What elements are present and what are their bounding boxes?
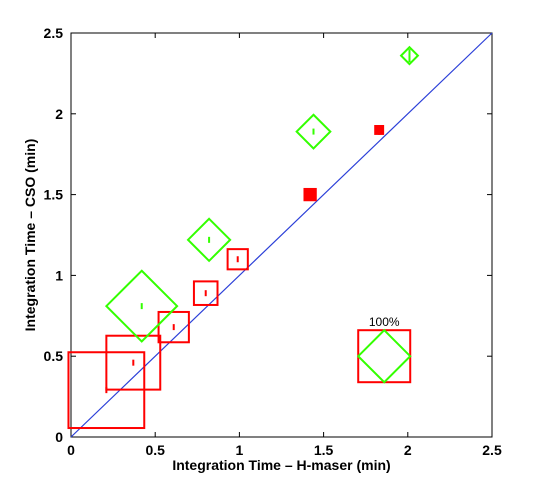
diamond-marker — [399, 45, 420, 66]
diamond-marker — [295, 113, 332, 150]
y-tick-label: 0.5 — [44, 348, 64, 364]
diamond-marker-shape — [104, 269, 179, 343]
x-tick-label: 1.5 — [314, 442, 334, 458]
y-axis-label: Integration Time – CSO (min) — [22, 139, 38, 332]
diamond-marker-shape — [295, 113, 332, 150]
square-marker — [226, 248, 249, 271]
square-marker — [192, 280, 219, 306]
x-tick-label: 2 — [404, 442, 412, 458]
data-marks — [67, 45, 420, 430]
square-marker-shape — [192, 280, 219, 306]
diamond-marker — [104, 269, 179, 343]
square-marker — [374, 125, 385, 135]
square-marker — [157, 310, 190, 344]
square-marker — [303, 187, 317, 202]
y-tick-label: 2.5 — [44, 25, 64, 41]
square-marker — [105, 334, 162, 391]
y-tick-label: 0 — [55, 429, 63, 445]
legend-diamond — [356, 328, 412, 384]
square-marker-shape — [226, 248, 249, 271]
x-tick-label: 0 — [67, 442, 75, 458]
x-tick-label: 1 — [236, 442, 244, 458]
diamond-marker — [186, 217, 232, 263]
y-tick-label: 1.5 — [44, 187, 64, 203]
x-tick-label: 2.5 — [482, 442, 502, 458]
x-tick-label: 0.5 — [145, 442, 165, 458]
size-legend: 100% — [356, 315, 412, 384]
y-tick-label: 1 — [55, 267, 63, 283]
x-tick-labels: 0 0.5 1 1.5 2 2.5 — [67, 442, 502, 458]
x-axis-label: Integration Time – H-maser (min) — [172, 457, 390, 473]
legend-label: 100% — [369, 315, 400, 329]
axis-ticks — [70, 32, 493, 438]
diamond-marker-shape — [186, 217, 232, 263]
square-marker-shape — [105, 334, 162, 391]
diamond-marker-shape — [399, 45, 420, 66]
reference-line — [70, 32, 493, 438]
y-tick-label: 2 — [55, 106, 63, 122]
square-marker-shape — [157, 310, 190, 344]
y-tick-labels: 0 0.5 1 1.5 2 2.5 — [44, 25, 64, 445]
